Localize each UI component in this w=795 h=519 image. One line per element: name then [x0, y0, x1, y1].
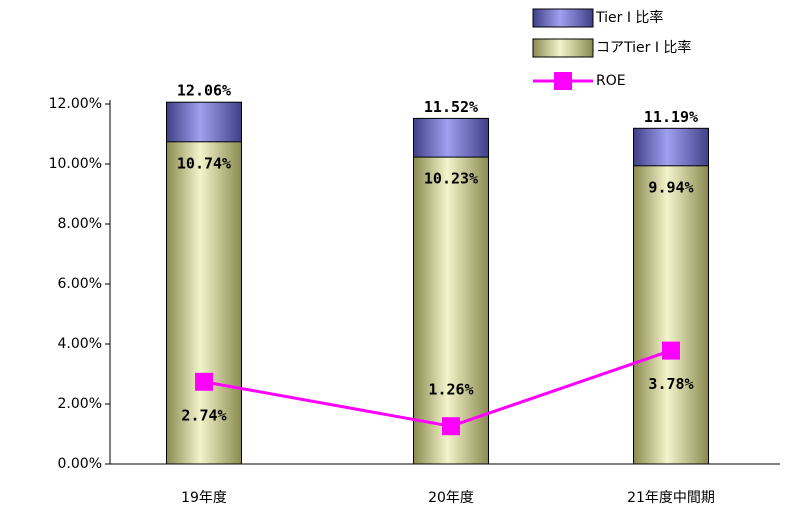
value-label: 11.19%: [644, 108, 698, 126]
value-label: 9.94%: [648, 178, 693, 196]
y-tick-label: 0.00%: [58, 456, 102, 472]
y-tick-label: 12.00%: [49, 96, 102, 112]
y-tick-label: 4.00%: [58, 336, 102, 352]
value-label: 10.23%: [424, 170, 478, 188]
legend-label: コアTier I 比率: [596, 39, 691, 56]
y-tick-label: 2.00%: [58, 396, 102, 412]
marker: [662, 341, 680, 360]
y-tick-label: 10.00%: [49, 156, 102, 172]
bar: [166, 141, 242, 465]
bar: [413, 156, 489, 465]
y-tick-label: 8.00%: [58, 216, 102, 232]
value-label: 11.52%: [424, 98, 478, 116]
value-label: 3.78%: [648, 375, 693, 393]
legend-swatch: [532, 38, 594, 58]
bar: [633, 165, 709, 465]
value-label: 12.06%: [177, 82, 231, 100]
value-label: 2.74%: [181, 406, 226, 424]
x-tick-label: 20年度: [428, 490, 474, 506]
marker: [195, 372, 213, 391]
value-label: 1.26%: [428, 381, 473, 399]
x-tick-label: 19年度: [181, 490, 227, 506]
legend-label: ROE: [596, 73, 626, 89]
y-tick-label: 6.00%: [58, 276, 102, 292]
legend-swatch: [532, 8, 594, 28]
x-tick-label: 21年度中間期: [627, 490, 715, 506]
legend-label: Tier I 比率: [595, 9, 663, 26]
value-label: 10.74%: [177, 154, 231, 172]
legend-swatch: [554, 72, 572, 90]
marker: [442, 417, 460, 436]
